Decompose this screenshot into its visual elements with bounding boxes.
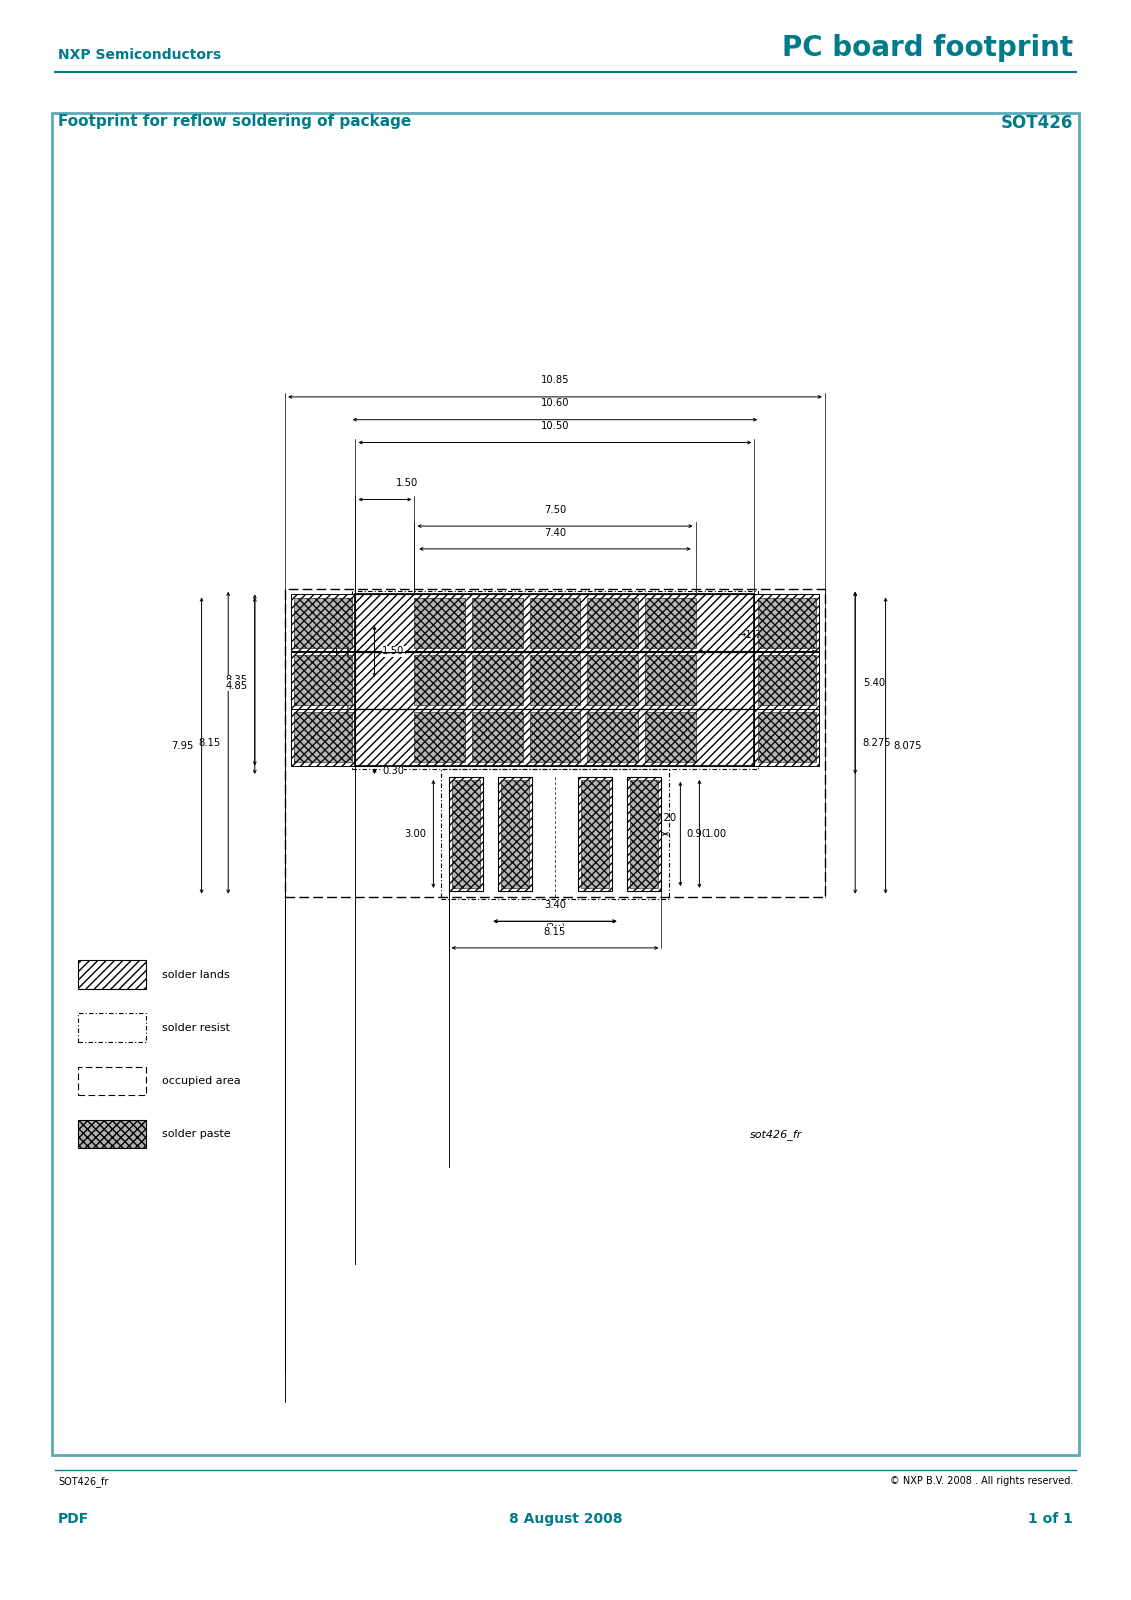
Bar: [472, 598, 523, 648]
Bar: [355, 709, 754, 765]
Text: 8 August 2008: 8 August 2008: [509, 1512, 622, 1526]
Text: →1.70→: →1.70→: [737, 630, 777, 640]
Text: (2×): (2×): [545, 923, 566, 933]
Bar: [758, 656, 817, 704]
Bar: [472, 656, 523, 704]
Bar: [294, 712, 353, 762]
Bar: [628, 778, 662, 891]
Bar: [414, 598, 465, 648]
Bar: [645, 656, 696, 704]
Bar: [441, 770, 670, 899]
Text: Footprint for reflow soldering of package: Footprint for reflow soldering of packag…: [58, 114, 412, 130]
Bar: [291, 595, 355, 651]
Text: 1.50: 1.50: [396, 478, 417, 488]
Bar: [355, 595, 754, 765]
Bar: [52, 114, 1079, 1454]
Text: NXP Semiconductors: NXP Semiconductors: [58, 48, 222, 62]
Bar: [587, 598, 638, 648]
Text: 7.40: 7.40: [544, 528, 566, 538]
Text: 1 of 1: 1 of 1: [1028, 1512, 1073, 1526]
Bar: [501, 779, 529, 888]
Bar: [291, 709, 355, 765]
Bar: [78, 1013, 146, 1042]
Text: 10.85: 10.85: [541, 376, 569, 386]
Text: 8.275: 8.275: [863, 738, 891, 747]
Text: 0.90: 0.90: [687, 829, 708, 838]
Text: 2.15: 2.15: [318, 634, 340, 645]
Bar: [578, 778, 612, 891]
Text: 5.40: 5.40: [863, 678, 884, 688]
Bar: [529, 656, 580, 704]
Bar: [352, 590, 758, 770]
Text: SOT426: SOT426: [1001, 114, 1073, 133]
Bar: [414, 656, 465, 704]
Bar: [529, 712, 580, 762]
Bar: [291, 651, 355, 709]
Text: 7.50: 7.50: [544, 504, 567, 515]
Bar: [529, 598, 580, 648]
Bar: [449, 778, 483, 891]
Text: SOT426_fr: SOT426_fr: [58, 1475, 109, 1486]
Text: solder resist: solder resist: [162, 1022, 230, 1032]
Bar: [758, 712, 817, 762]
Text: 1.50: 1.50: [382, 646, 405, 656]
Bar: [78, 1067, 146, 1094]
Bar: [758, 598, 817, 648]
Bar: [754, 709, 819, 765]
Bar: [587, 712, 638, 762]
Text: 1.00: 1.00: [705, 829, 727, 838]
Bar: [78, 1120, 146, 1149]
Bar: [498, 778, 533, 891]
Text: 4.85: 4.85: [225, 680, 248, 691]
Bar: [472, 712, 523, 762]
Text: 3.00: 3.00: [404, 829, 425, 838]
Text: © NXP B.V. 2008 . All rights reserved.: © NXP B.V. 2008 . All rights reserved.: [890, 1475, 1073, 1486]
Text: sot426_fr: sot426_fr: [750, 1128, 802, 1139]
Bar: [581, 779, 608, 888]
Text: occupied area: occupied area: [162, 1075, 241, 1086]
Bar: [78, 960, 146, 989]
Text: 0.30: 0.30: [382, 766, 404, 776]
Bar: [645, 598, 696, 648]
Bar: [414, 712, 465, 762]
Text: 10.60: 10.60: [541, 398, 569, 408]
Bar: [355, 651, 754, 709]
Text: PC board footprint: PC board footprint: [782, 34, 1073, 62]
Text: 8.35: 8.35: [225, 675, 248, 685]
Text: 10.50: 10.50: [541, 421, 569, 430]
Text: solder paste: solder paste: [162, 1130, 231, 1139]
Text: 0.20: 0.20: [654, 813, 676, 822]
Bar: [355, 595, 754, 651]
Bar: [630, 779, 658, 888]
Text: 2.25: 2.25: [307, 632, 329, 642]
Text: 3.40: 3.40: [544, 899, 566, 910]
Bar: [294, 656, 353, 704]
Text: 7.95: 7.95: [172, 741, 195, 750]
Bar: [754, 595, 819, 651]
Bar: [587, 656, 638, 704]
Text: solder lands: solder lands: [162, 970, 230, 979]
Bar: [754, 651, 819, 709]
Text: PDF: PDF: [58, 1512, 89, 1526]
Bar: [294, 598, 353, 648]
Text: 8.075: 8.075: [893, 741, 922, 750]
Text: 8.15: 8.15: [198, 738, 221, 747]
Text: 4.60: 4.60: [318, 675, 340, 685]
Bar: [451, 779, 480, 888]
Text: 8.15: 8.15: [544, 926, 567, 936]
Bar: [645, 712, 696, 762]
Text: 1.70: 1.70: [544, 899, 567, 910]
Bar: [285, 589, 824, 896]
